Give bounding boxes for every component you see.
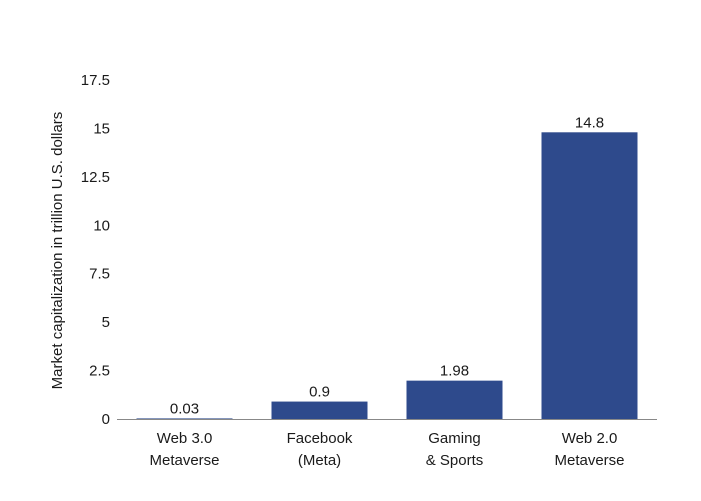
bar <box>406 380 503 419</box>
bar <box>541 132 638 419</box>
x-axis-labels: Web 3.0 Metaverse Facebook (Meta) Gaming & Sp… <box>149 430 624 469</box>
y-tick-label: 7.5 <box>89 266 110 283</box>
category-label: Web 3.0 Metaverse <box>149 430 219 469</box>
y-tick-label: 10 <box>93 217 110 234</box>
category-label-line: Metaverse <box>149 452 219 469</box>
bar-value-label: 0.03 <box>170 400 199 417</box>
y-tick-label: 15 <box>93 120 110 137</box>
bar <box>271 401 368 419</box>
category-label-line: Metaverse <box>554 452 624 469</box>
category-label: Facebook (Meta) <box>287 430 353 469</box>
category-label-line: Web 3.0 <box>157 430 213 447</box>
category-label-line: Gaming <box>428 430 481 447</box>
category-label: Web 2.0 Metaverse <box>554 430 624 469</box>
y-tick-label: 12.5 <box>81 169 110 186</box>
y-tick-label: 17.5 <box>81 72 110 89</box>
category-label-line: (Meta) <box>298 452 341 469</box>
bar-value-label: 14.8 <box>575 114 604 131</box>
bars <box>136 132 638 419</box>
bar-value-label: 0.9 <box>309 384 330 401</box>
category-label: Gaming & Sports <box>426 430 484 469</box>
y-axis-ticks: 0 2.5 5 7.5 10 12.5 15 17.5 <box>81 72 110 428</box>
category-label-line: Web 2.0 <box>562 430 618 447</box>
bar <box>136 418 233 419</box>
category-label-line: & Sports <box>426 452 484 469</box>
y-axis-title: Market capitalization in trillion U.S. d… <box>49 112 66 390</box>
data-labels: 0.03 0.9 1.98 14.8 <box>170 114 604 417</box>
y-tick-label: 0 <box>102 411 110 428</box>
category-label-line: Facebook <box>287 430 353 447</box>
y-tick-label: 2.5 <box>89 363 110 380</box>
y-tick-label: 5 <box>102 314 110 331</box>
bar-value-label: 1.98 <box>440 363 469 380</box>
